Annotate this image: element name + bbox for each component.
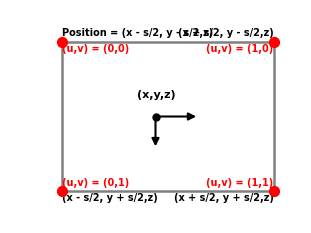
Point [271, 40, 276, 44]
Point [60, 189, 65, 193]
Point [60, 40, 65, 44]
Text: (x + s/2, y - s/2,z): (x + s/2, y - s/2,z) [178, 28, 274, 38]
Point [271, 189, 276, 193]
Text: (u,v) = (1,1): (u,v) = (1,1) [207, 178, 274, 188]
Point [153, 115, 158, 118]
Text: (u,v) = (0,1): (u,v) = (0,1) [62, 178, 129, 188]
Text: (x,y,z): (x,y,z) [137, 90, 175, 100]
Text: (x - s/2, y + s/2,z): (x - s/2, y + s/2,z) [62, 193, 158, 203]
Text: (u,v) = (1,0): (u,v) = (1,0) [207, 44, 274, 54]
Text: Position = (x - s/2, y - s/2,z): Position = (x - s/2, y - s/2,z) [62, 28, 213, 38]
Text: (x + s/2, y + s/2,z): (x + s/2, y + s/2,z) [174, 193, 274, 203]
Text: (u,v) = (0,0): (u,v) = (0,0) [62, 44, 129, 54]
